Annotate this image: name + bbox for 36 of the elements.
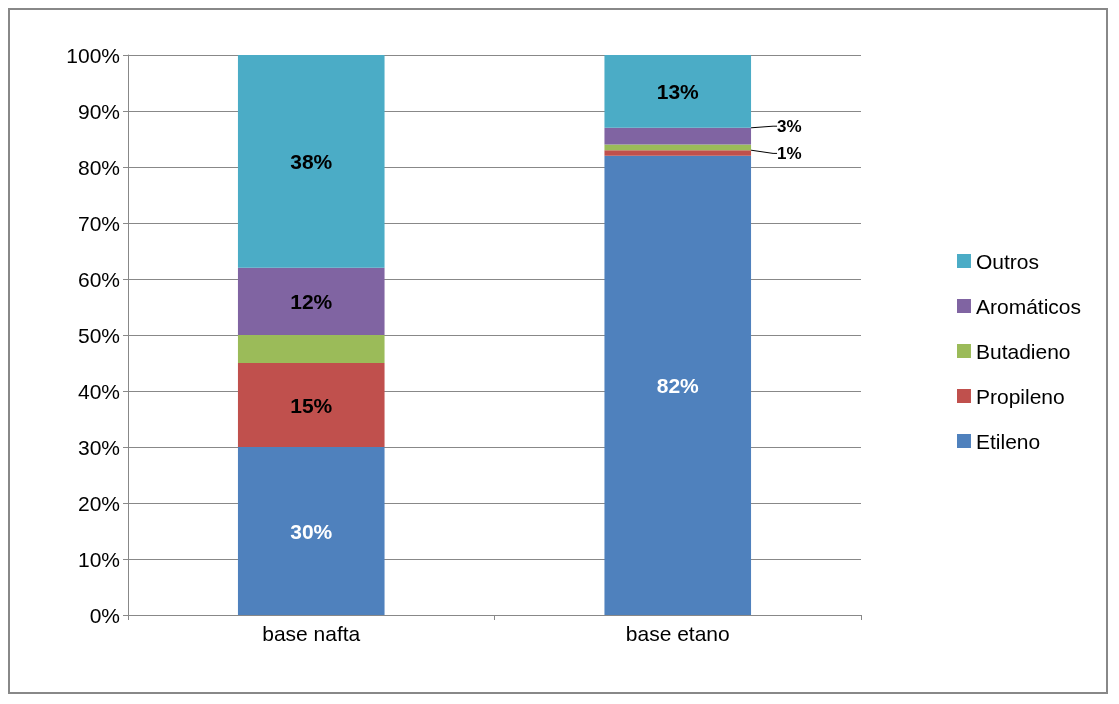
y-tick-label: 100% (66, 43, 120, 67)
y-tick-label: 70% (77, 211, 120, 235)
x-tick-label: base nafta (262, 622, 361, 645)
y-tick-label: 10% (77, 547, 120, 571)
data-label: 38% (290, 149, 333, 173)
y-tick-label: 20% (77, 491, 120, 515)
x-tick-label: base etano (625, 622, 730, 645)
bar (604, 150, 752, 156)
y-tick-label: 80% (77, 155, 120, 179)
bar (604, 155, 752, 615)
bar (237, 335, 385, 363)
y-tick-label: 90% (77, 99, 120, 123)
y-tick-label: 60% (77, 267, 120, 291)
bar (604, 55, 752, 128)
y-tick-label: 30% (77, 435, 120, 459)
bar (604, 127, 752, 145)
legend-label: Etileno (975, 429, 1041, 453)
legend-label: Butadieno (975, 339, 1071, 363)
data-label: 82% (656, 373, 700, 397)
bar (237, 363, 385, 447)
data-label: 30% (290, 519, 333, 543)
bar (237, 55, 385, 268)
bar (604, 144, 752, 151)
bar (237, 267, 385, 335)
data-label: 12% (290, 289, 333, 313)
legend-label: Aromáticos (975, 294, 1081, 318)
y-tick-label: 50% (77, 323, 120, 347)
data-label: 1% (777, 143, 802, 163)
y-tick-label: 0% (89, 603, 120, 627)
legend-label: Propileno (975, 384, 1065, 408)
legend-label: Outros (975, 249, 1039, 273)
y-tick-label: 40% (77, 379, 120, 403)
data-label: 15% (290, 393, 333, 417)
data-label: 13% (656, 79, 700, 103)
data-label: 3% (777, 116, 802, 136)
bar (237, 447, 385, 615)
